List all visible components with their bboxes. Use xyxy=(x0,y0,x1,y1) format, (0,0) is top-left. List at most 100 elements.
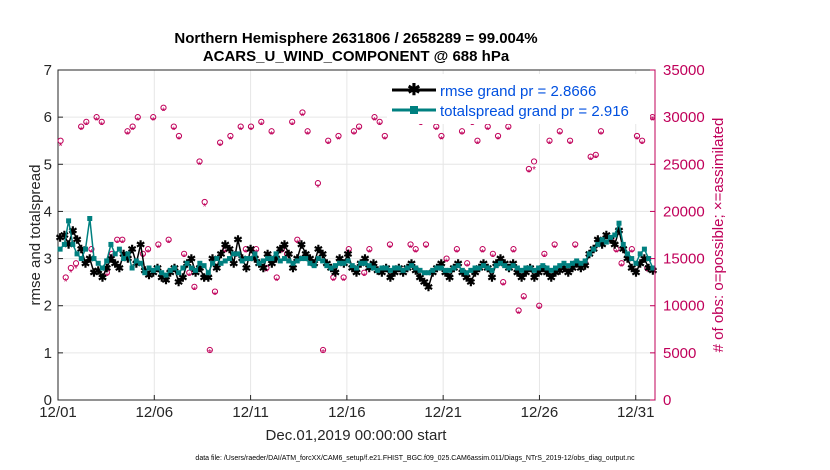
spread-point xyxy=(155,265,160,271)
x-tick-label: 12/21 xyxy=(424,404,462,421)
obs-possible-point xyxy=(422,241,430,248)
rmse-point: ✱ xyxy=(530,272,539,284)
spread-point xyxy=(104,258,110,264)
obs-possible-point xyxy=(340,274,347,281)
spread-point xyxy=(646,256,652,262)
rmse-point: ✱ xyxy=(259,263,268,275)
rmse-point: ✱ xyxy=(441,268,450,280)
spread-point xyxy=(286,258,292,264)
spread-point xyxy=(544,265,550,271)
series-line-rmse xyxy=(59,227,654,289)
spread-point xyxy=(387,267,393,273)
rmse-point: ✱ xyxy=(284,249,293,261)
obs-assimilated-point: * xyxy=(558,130,562,141)
obs-possible-point xyxy=(191,283,198,290)
rmse-point: ✱ xyxy=(411,265,420,277)
spread-point xyxy=(510,263,516,269)
spread-point xyxy=(260,258,266,264)
rmse-point: ✱ xyxy=(428,268,437,280)
obs-possible-point xyxy=(155,241,162,248)
obs-possible-point xyxy=(258,118,265,125)
obs-assimilated-point: * xyxy=(548,140,552,151)
obs-assimilated-point: * xyxy=(496,135,500,146)
spread-point xyxy=(66,218,72,224)
obs-possible-point xyxy=(366,246,373,253)
obs-assimilated-point: * xyxy=(59,141,63,152)
spread-point xyxy=(409,263,415,269)
obs-possible-point xyxy=(494,132,502,140)
spread-point xyxy=(641,246,647,252)
obs-possible-point xyxy=(551,241,558,248)
spread-point xyxy=(548,267,554,273)
rmse-point: ✱ xyxy=(547,272,556,284)
rmse-point: ✱ xyxy=(390,268,399,280)
obs-assimilated-point: * xyxy=(208,348,212,359)
rmse-point: ✱ xyxy=(157,272,166,284)
spread-point xyxy=(595,241,601,247)
rmse-point: ✱ xyxy=(627,263,636,275)
y-right-tick-label: 35000 xyxy=(663,62,705,79)
y-left-tick-label: 7 xyxy=(44,62,52,79)
rmse-point: ✱ xyxy=(335,254,344,266)
rmse-point: ✱ xyxy=(619,244,628,256)
obs-assimilated-point: * xyxy=(218,141,222,152)
obs-possible-point xyxy=(530,158,538,165)
spread-point xyxy=(493,263,499,269)
obs-possible-point xyxy=(515,307,522,314)
rmse-point: ✱ xyxy=(640,254,649,266)
obs-assimilated-point: * xyxy=(465,262,469,273)
obs-possible-point xyxy=(160,104,167,111)
rmse-point: ✱ xyxy=(106,254,115,266)
obs-assimilated-point: * xyxy=(532,165,536,176)
obs-assimilated-point: * xyxy=(126,130,130,141)
obs-possible-point xyxy=(633,132,641,140)
obs-assimilated-point: * xyxy=(373,116,377,127)
spread-point xyxy=(578,260,584,266)
spread-point xyxy=(650,265,656,271)
rmse-point: ✱ xyxy=(149,268,158,280)
obs-possible-point xyxy=(350,128,358,135)
obs-assimilated-point: * xyxy=(512,248,516,259)
spread-point xyxy=(383,265,389,271)
spread-point xyxy=(231,251,237,257)
spread-point xyxy=(531,267,537,273)
footnote: data file: /Users/raeder/DAI/ATM_forcXX/… xyxy=(195,455,635,462)
spread-point xyxy=(421,270,427,276)
rmse-point: ✱ xyxy=(581,261,590,273)
obs-assimilated-point: * xyxy=(151,116,155,127)
spread-point xyxy=(442,267,448,273)
obs-assimilated-point: * xyxy=(203,202,207,213)
spread-point xyxy=(472,265,478,271)
rmse-point: ✱ xyxy=(610,239,619,251)
spread-point xyxy=(425,270,431,276)
spread-point xyxy=(167,267,173,273)
obs-assimilated-point: * xyxy=(424,243,428,254)
obs-assimilated-point: * xyxy=(105,272,109,283)
rmse-point: ✱ xyxy=(246,244,255,256)
y-axis-right-label: # of obs: o=possible; ×=assimilated xyxy=(710,118,727,353)
rmse-point: ✱ xyxy=(636,258,645,270)
rmse-point: ✱ xyxy=(424,282,433,294)
obs-assimilated-point: * xyxy=(146,248,150,259)
rmse-point: ✱ xyxy=(348,263,357,275)
legend-marker-rmse: ✱ xyxy=(407,82,420,99)
spread-point xyxy=(447,267,453,273)
spread-point xyxy=(265,256,271,262)
obs-possible-point xyxy=(119,236,126,243)
obs-assimilated-point: * xyxy=(172,125,176,136)
spread-point xyxy=(417,267,423,273)
obs-possible-point xyxy=(597,128,605,135)
obs-assimilated-point: * xyxy=(321,348,325,359)
obs-assimilated-point: * xyxy=(295,239,299,250)
y-left-tick-label: 5 xyxy=(44,156,52,173)
obs-possible-point xyxy=(93,114,100,121)
rmse-point: ✱ xyxy=(127,244,136,256)
spread-point xyxy=(83,246,89,252)
spread-point xyxy=(608,234,614,240)
obs-possible-point xyxy=(453,246,460,253)
obs-assimilated-point: * xyxy=(517,309,521,320)
obs-possible-point xyxy=(83,118,90,125)
rmse-point: ✱ xyxy=(606,235,615,247)
obs-assimilated-point: * xyxy=(259,121,263,132)
spread-point xyxy=(574,258,580,264)
